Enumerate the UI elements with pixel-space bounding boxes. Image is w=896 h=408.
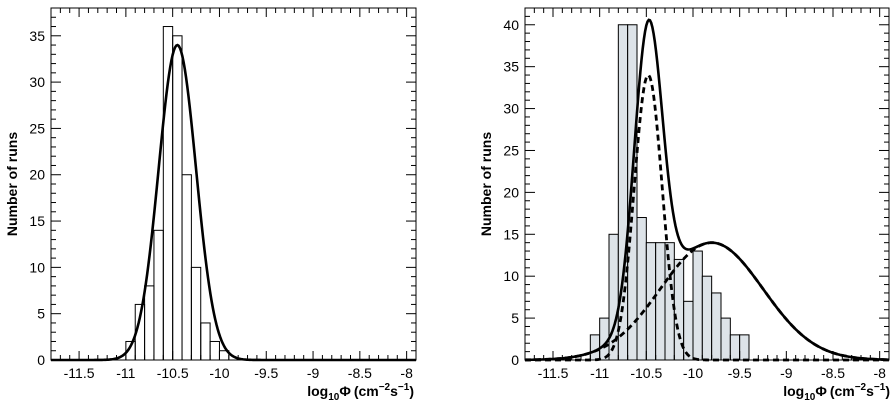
histogram-bin <box>655 242 666 361</box>
histogram-bin <box>711 292 722 361</box>
fit-total-curve <box>524 18 890 362</box>
y-tick-label: 30 <box>503 101 519 117</box>
x-tick-label: -8 <box>873 365 886 381</box>
y-tick-label: 25 <box>503 142 519 158</box>
histogram-bin <box>636 217 647 361</box>
histogram-bin <box>739 334 750 361</box>
right-histogram-bins <box>589 24 750 361</box>
right-x-axis-label: log10Φ (cm−2s−1) <box>783 382 890 403</box>
x-tick-label: -11.5 <box>538 365 569 381</box>
histogram-bin <box>144 285 155 361</box>
right-y-axis-label: Number of runs <box>478 132 494 236</box>
y-tick-label: 30 <box>29 74 45 90</box>
fit-curve <box>51 43 416 362</box>
left-histogram-panel: -11.5 -11 -10.5 -10 -9.5 -9 -8.5 -8 0 5 10 15 20 25 30… <box>4 7 417 403</box>
left-fit-curve-group <box>51 43 416 362</box>
y-tick-label: 5 <box>37 306 45 322</box>
y-tick-label: 5 <box>511 310 519 326</box>
histogram-bin <box>153 229 164 361</box>
y-tick-label: 0 <box>511 352 519 368</box>
histogram-bin <box>589 334 601 361</box>
left-y-axis-label: Number of runs <box>4 132 20 236</box>
histogram-bin <box>664 242 675 361</box>
histogram-bin <box>645 242 657 361</box>
x-tick-label: -11.5 <box>64 365 95 381</box>
x-tick-label: -10.5 <box>630 365 662 381</box>
right-axis-ticks: -11.5 -11 -10.5 -10 -9.5 -9 -8.5 -8 0 5 10 15 20 25 30… <box>503 7 890 381</box>
x-tick-label: -10 <box>209 365 229 381</box>
y-tick-label: 10 <box>503 268 519 284</box>
x-tick-label: -8.5 <box>821 365 845 381</box>
y-tick-label: 20 <box>29 167 45 183</box>
left-x-axis-label: log10Φ (cm−2s−1) <box>307 382 414 403</box>
histogram-bin <box>701 275 713 361</box>
histogram-bin <box>190 266 202 361</box>
y-tick-label: 10 <box>29 259 45 275</box>
histogram-bin <box>692 250 703 361</box>
fit-component-curve-1 <box>525 73 889 362</box>
x-tick-label: -10.5 <box>157 365 189 381</box>
histogram-bin <box>200 322 211 361</box>
x-tick-label: -9.5 <box>254 365 278 381</box>
y-tick-label: 15 <box>503 226 519 242</box>
x-tick-label: -9 <box>307 365 320 381</box>
y-tick-label: 35 <box>503 59 519 75</box>
histogram-bin <box>209 340 220 361</box>
y-tick-label: 35 <box>29 28 45 44</box>
y-tick-label: 15 <box>29 213 45 229</box>
x-tick-label: -10 <box>683 365 703 381</box>
histogram-bin <box>729 334 741 361</box>
right-fit-curve-group <box>524 18 890 362</box>
y-tick-label: 20 <box>503 184 519 200</box>
y-tick-label: 40 <box>503 17 519 33</box>
x-tick-label: -11 <box>116 365 135 381</box>
x-tick-label: -9 <box>780 365 793 381</box>
histogram-bin <box>683 300 694 361</box>
right-histogram-panel: -11.5 -11 -10.5 -10 -9.5 -9 -8.5 -8 0 5 10 15 20 25 30… <box>478 7 890 403</box>
x-tick-label: -8.5 <box>348 365 372 381</box>
y-tick-label: 0 <box>37 352 45 368</box>
x-tick-label: -9.5 <box>728 365 752 381</box>
left-plot-frame <box>50 7 417 361</box>
y-tick-label: 25 <box>29 120 45 136</box>
x-tick-label: -8 <box>400 365 413 381</box>
histogram-bin <box>720 317 731 361</box>
histogram-bin <box>172 35 183 361</box>
histogram-bin <box>181 174 192 361</box>
x-tick-label: -11 <box>590 365 609 381</box>
histogram-bin <box>627 24 638 361</box>
left-axis-ticks: -11.5 -11 -10.5 -10 -9.5 -9 -8.5 -8 0 5 10 15 20 25 30… <box>29 7 417 381</box>
